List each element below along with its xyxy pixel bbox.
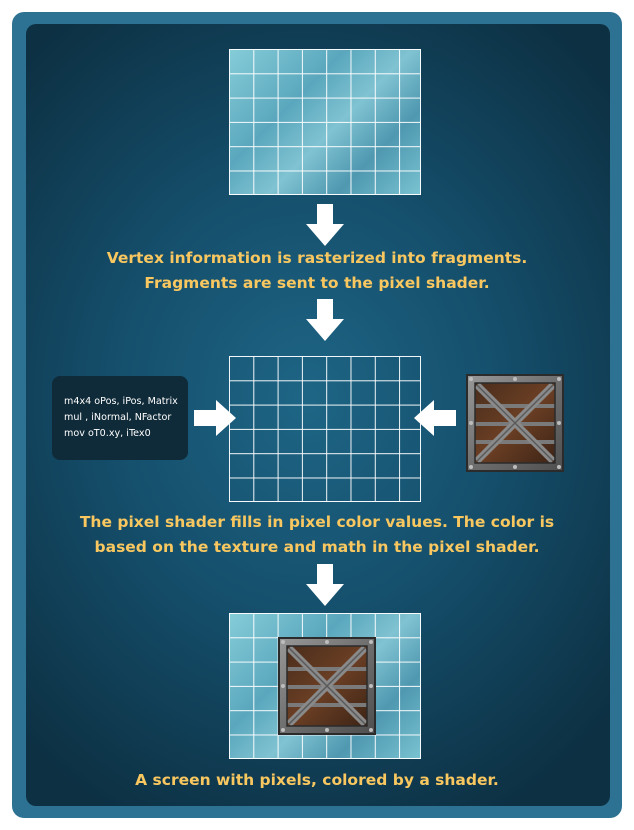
result-caption-line1: A screen with pixels, colored by a shade… <box>135 771 499 789</box>
left-arrow-icon <box>414 400 456 436</box>
down-arrow-icon <box>306 299 344 341</box>
rasterize-caption-line2: Fragments are sent to the pixel shader. <box>144 274 490 292</box>
shader-code-line: mov oT0.xy, iTex0 <box>64 428 151 439</box>
fragment-grid <box>229 49 421 195</box>
pixel-grid-empty <box>229 356 421 502</box>
shade-caption-line1: The pixel shader fills in pixel color va… <box>79 513 555 531</box>
shade-caption-line2: based on the texture and math in the pix… <box>94 538 540 556</box>
right-arrow-icon <box>194 400 236 436</box>
rasterize-caption: Vertex information is rasterized into fr… <box>40 246 594 296</box>
result-caption: A screen with pixels, colored by a shade… <box>40 768 594 793</box>
down-arrow-icon <box>306 204 344 246</box>
rasterize-caption-line1: Vertex information is rasterized into fr… <box>106 249 528 267</box>
shader-code-line: mul , iNormal, NFactor <box>64 412 172 423</box>
shader-code-box: m4x4 oPos, iPos, Matrix mul , iNormal, N… <box>52 376 188 460</box>
down-arrow-icon <box>306 564 344 606</box>
wooden-crate-texture-icon <box>278 637 376 735</box>
shade-caption: The pixel shader fills in pixel color va… <box>40 510 594 560</box>
shader-code-line: m4x4 oPos, iPos, Matrix <box>64 396 178 407</box>
wooden-crate-texture-icon <box>466 374 564 472</box>
